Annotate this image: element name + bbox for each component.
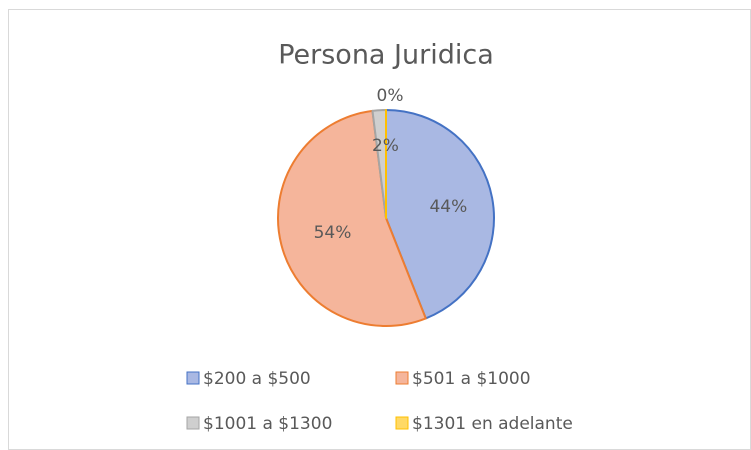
data-label: 54% (314, 223, 352, 243)
legend-marker (186, 371, 200, 385)
legend-label: $1001 a $1300 (203, 414, 332, 434)
pie-slice (277, 109, 427, 327)
legend-label: $200 a $500 (203, 369, 311, 389)
data-label: 0% (377, 86, 404, 106)
legend-label: $501 a $1000 (412, 369, 531, 389)
chart-title: Persona Juridica (278, 40, 494, 71)
legend-label: $1301 en adelante (412, 414, 573, 434)
data-label: 2% (372, 136, 399, 156)
data-label: 44% (429, 197, 467, 217)
pie-slice (385, 109, 495, 320)
legend-marker (395, 416, 409, 430)
legend-marker (395, 371, 409, 385)
legend-marker (186, 416, 200, 430)
